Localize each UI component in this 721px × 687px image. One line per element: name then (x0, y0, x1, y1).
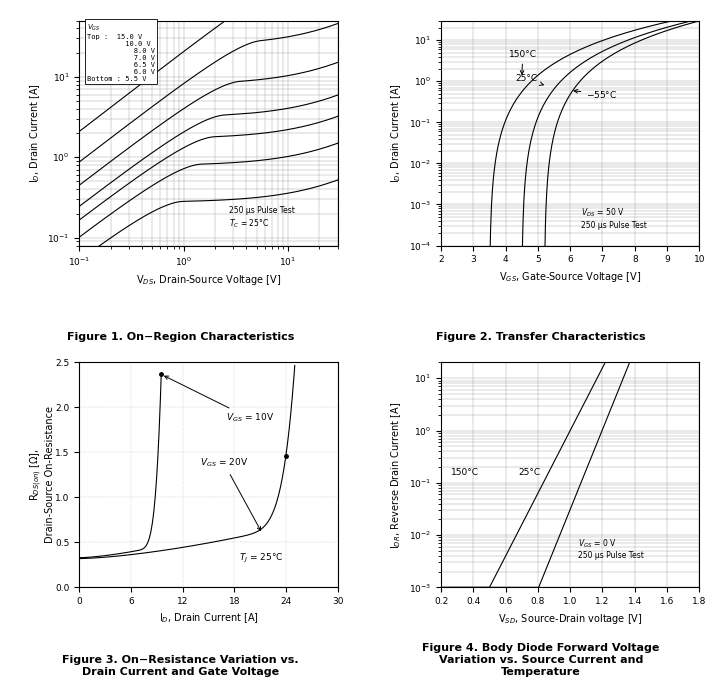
Text: $V_{GS}$ = 0 V
250 μs Pulse Test: $V_{GS}$ = 0 V 250 μs Pulse Test (578, 537, 644, 561)
Text: Figure 4. Body Diode Forward Voltage
Variation vs. Source Current and
Temperatur: Figure 4. Body Diode Forward Voltage Var… (422, 644, 660, 677)
Text: 25°C: 25°C (516, 74, 544, 85)
Text: $V_{DS}$ = 50 V
250 μs Pulse Test: $V_{DS}$ = 50 V 250 μs Pulse Test (580, 207, 647, 229)
Text: $V_{GS}$ = 20V: $V_{GS}$ = 20V (200, 457, 260, 530)
Y-axis label: I$_D$, Drain Current [A]: I$_D$, Drain Current [A] (28, 83, 42, 183)
Text: $V_{GS}$ = 10V: $V_{GS}$ = 10V (164, 376, 274, 425)
Text: 150°C: 150°C (509, 49, 537, 74)
Y-axis label: I$_D$, Drain Current [A]: I$_D$, Drain Current [A] (389, 83, 403, 183)
X-axis label: I$_D$, Drain Current [A]: I$_D$, Drain Current [A] (159, 611, 258, 625)
X-axis label: V$_{GS}$, Gate-Source Voltage [V]: V$_{GS}$, Gate-Source Voltage [V] (499, 270, 642, 284)
X-axis label: V$_{DS}$, Drain-Source Voltage [V]: V$_{DS}$, Drain-Source Voltage [V] (136, 273, 281, 287)
Y-axis label: R$_{DS(on)}$ [Ω],
Drain-Source On-Resistance: R$_{DS(on)}$ [Ω], Drain-Source On-Resist… (28, 407, 56, 543)
Text: Figure 3. On−Resistance Variation vs.
Drain Current and Gate Voltage: Figure 3. On−Resistance Variation vs. Dr… (62, 655, 298, 677)
Text: 250 μs Pulse Test
$T_C$ = 25°C: 250 μs Pulse Test $T_C$ = 25°C (229, 207, 295, 229)
Text: $T_J$ = 25°C: $T_J$ = 25°C (239, 552, 284, 565)
Text: Figure 1. On−Region Characteristics: Figure 1. On−Region Characteristics (66, 332, 294, 342)
X-axis label: V$_{SD}$, Source-Drain voltage [V]: V$_{SD}$, Source-Drain voltage [V] (498, 611, 642, 626)
Text: 25°C: 25°C (518, 468, 541, 477)
Text: $V_{GS}$
Top :  15.0 V
         10.0 V
           8.0 V
           7.0 V
       : $V_{GS}$ Top : 15.0 V 10.0 V 8.0 V 7.0 V (87, 23, 155, 82)
Text: $-55$°C: $-55$°C (574, 89, 618, 100)
Y-axis label: I$_{DR}$, Reverse Drain Current [A]: I$_{DR}$, Reverse Drain Current [A] (389, 401, 404, 549)
Text: 150°C: 150°C (451, 468, 479, 477)
Text: Figure 2. Transfer Characteristics: Figure 2. Transfer Characteristics (436, 332, 645, 342)
